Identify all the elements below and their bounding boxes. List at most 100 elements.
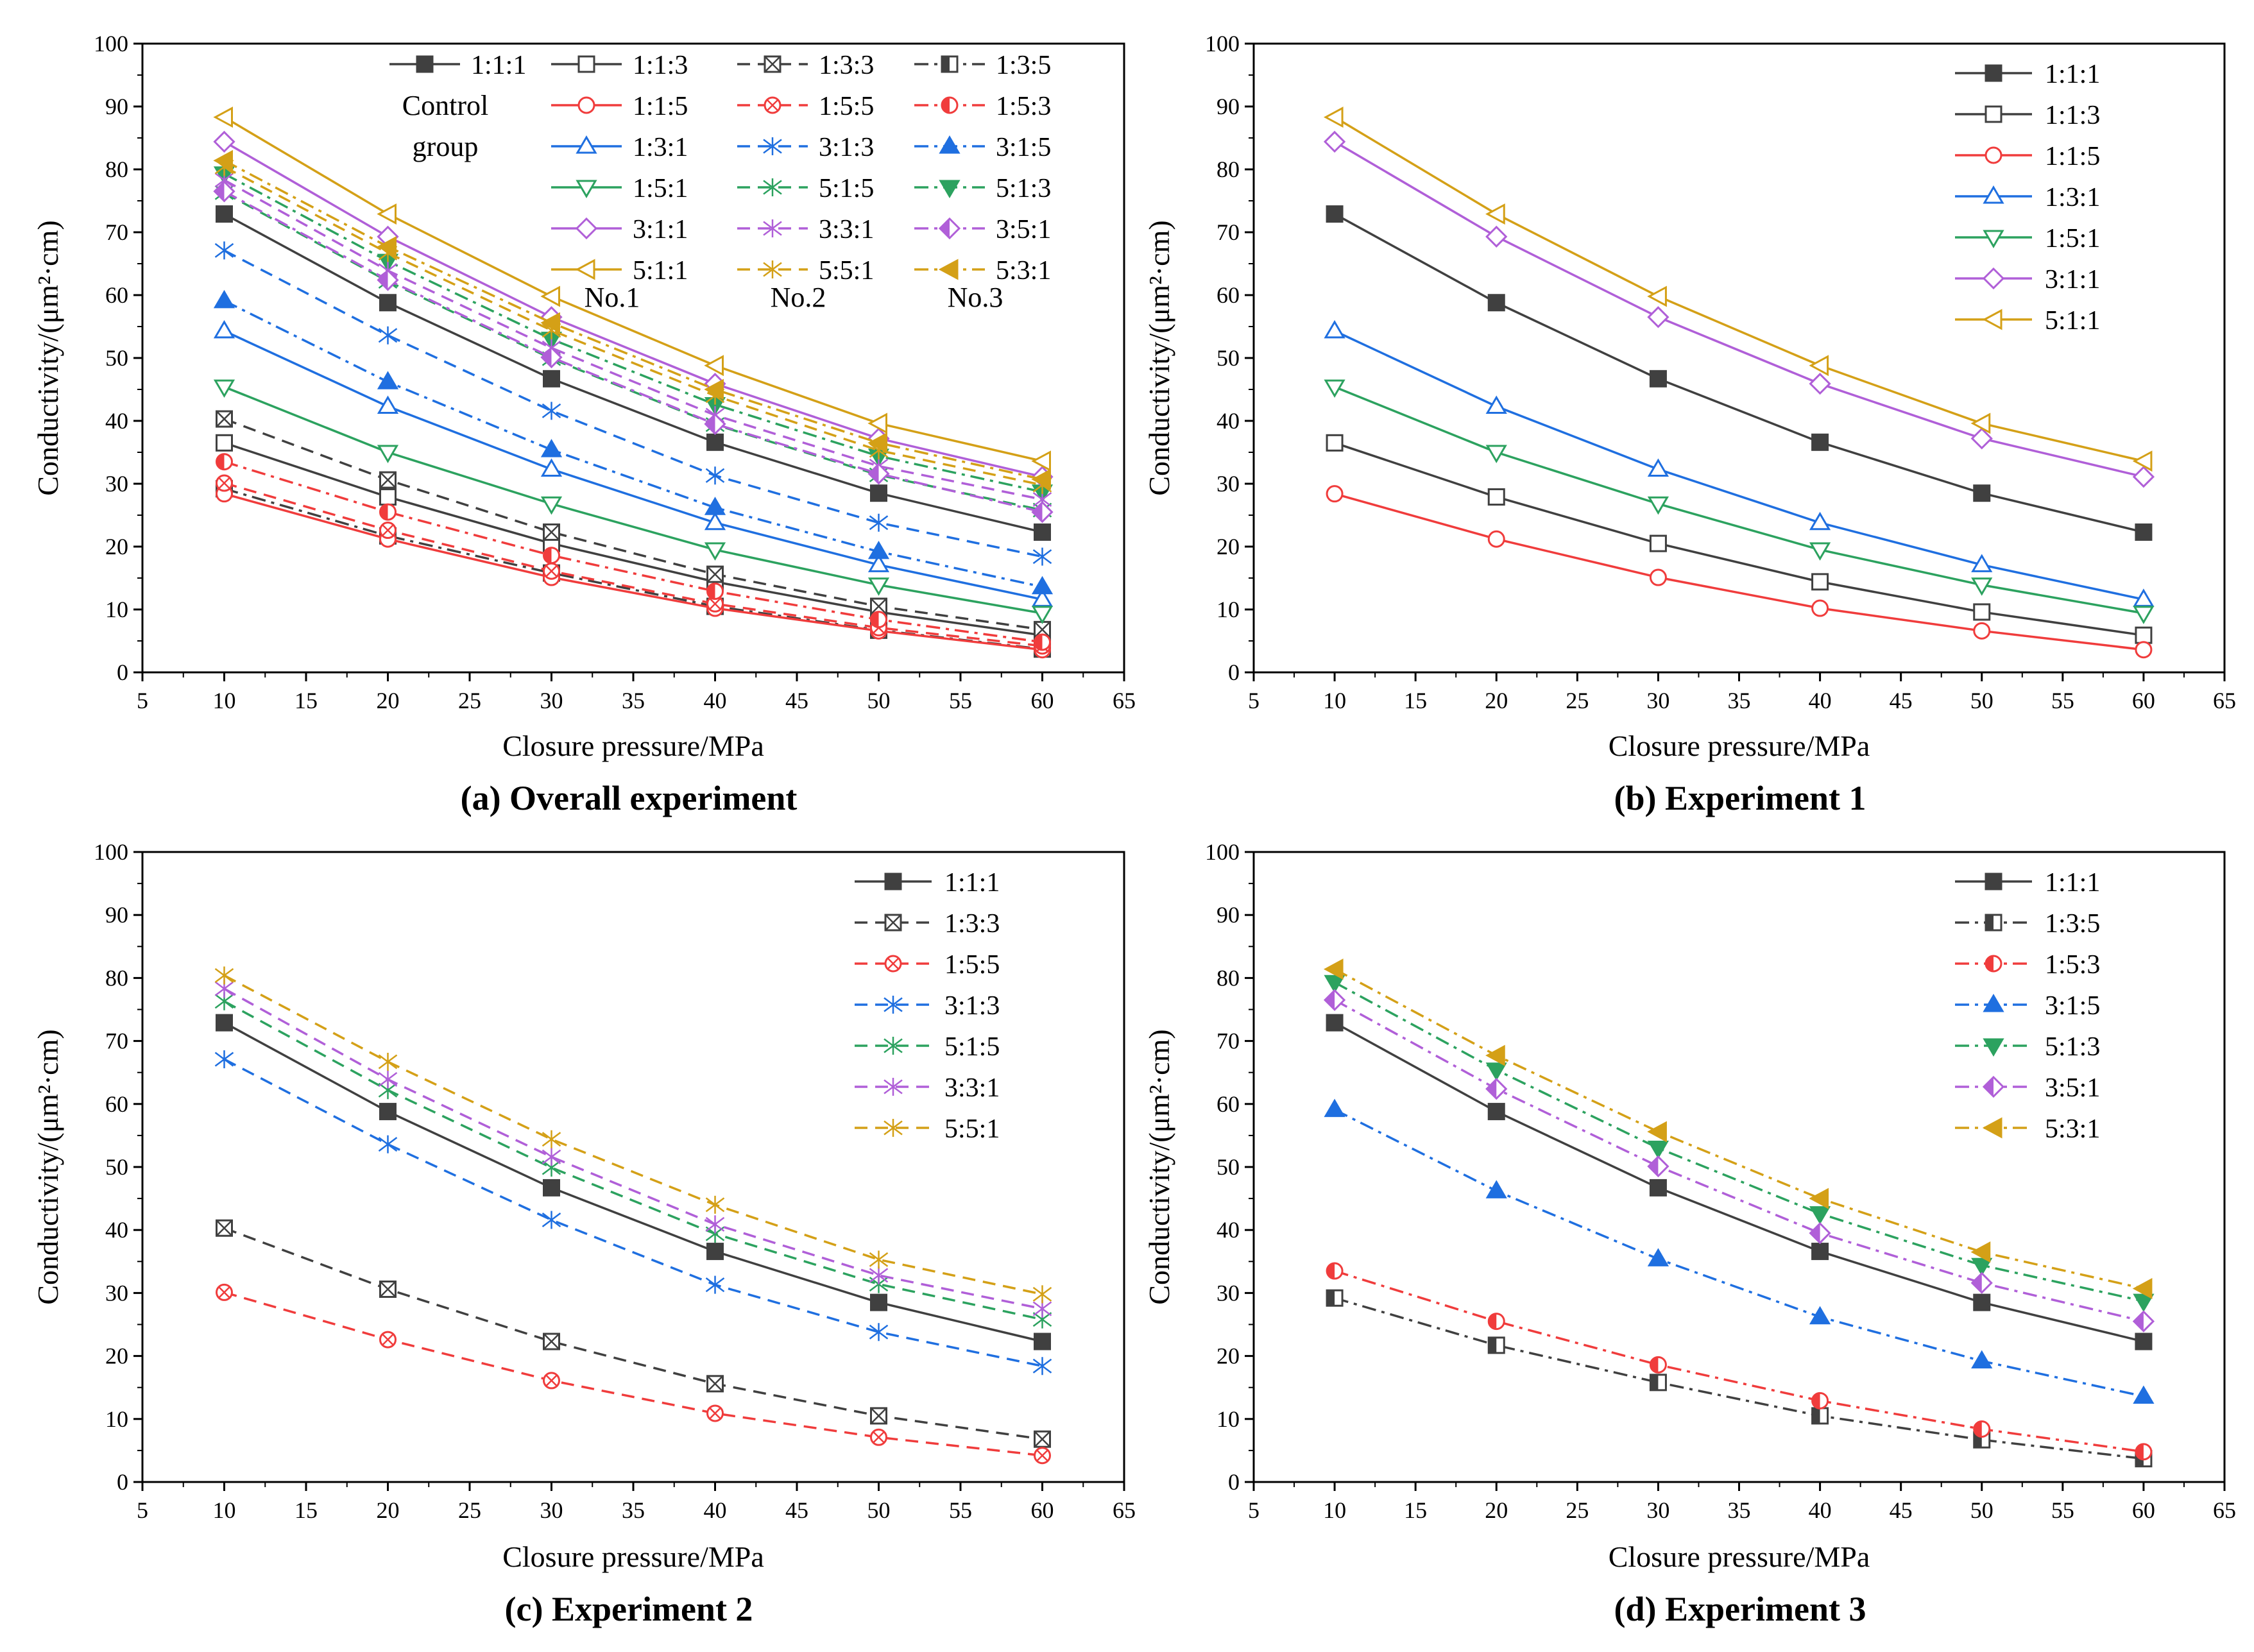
group-label-No-1: No.1	[585, 282, 640, 313]
data-point	[216, 1283, 233, 1301]
data-point	[706, 1243, 724, 1261]
y-tick-label: 10	[105, 597, 128, 622]
x-tick-label: 35	[1728, 688, 1751, 713]
data-point	[704, 542, 726, 561]
series-line	[1334, 1021, 2144, 1343]
series-line	[223, 1021, 1043, 1343]
series-1-3-5	[216, 480, 1051, 658]
data-point	[377, 203, 397, 225]
series-5-1-1	[1323, 106, 2153, 472]
y-tick-label: 80	[105, 965, 128, 991]
y-tick-label: 10	[1217, 1406, 1240, 1432]
series-line	[223, 300, 1043, 588]
data-point	[1034, 1447, 1051, 1465]
series-1-1-3	[1326, 434, 2153, 644]
legend: 1:1:1 1:1:3 1:3:3 1:3:5 1:1:5 1:5:5 1:5:3 1:3:1…	[389, 51, 1051, 313]
series-1-3-1	[213, 319, 1054, 607]
group-label-No-2: No.2	[771, 282, 826, 313]
series-1-1-1	[216, 1014, 1051, 1350]
chart-panel-4: 5 10 15 20 25 30 35 40 45 50 55 60 65 0 10 20 30 40 50 60 70…	[1143, 839, 2236, 1628]
legend-item-1-1-3: 1:1:3	[551, 51, 688, 80]
data-point	[1647, 1141, 1669, 1159]
series-1-5-5	[216, 474, 1051, 655]
series-1-5-3	[216, 453, 1051, 651]
legend-label: 5:3:1	[996, 256, 1051, 285]
x-tick-label: 25	[1566, 688, 1589, 713]
legend-marker	[884, 873, 902, 890]
series-1-1-1	[1326, 1014, 2153, 1350]
data-point	[1649, 1374, 1667, 1392]
x-tick-label: 35	[622, 688, 645, 713]
data-point	[1647, 496, 1669, 515]
data-point	[1811, 599, 1829, 617]
legend-label: 1:1:3	[2045, 101, 2100, 130]
data-point	[1809, 1188, 1829, 1209]
data-point	[2133, 588, 2155, 607]
data-point	[1032, 1357, 1052, 1375]
series-3-1-3	[214, 241, 1052, 566]
data-point	[1811, 1392, 1829, 1409]
series-line	[1334, 213, 2144, 534]
legend-label: 1:5:3	[2045, 950, 2100, 980]
x-tick-label: 65	[2213, 1497, 2236, 1523]
series-line	[223, 141, 1043, 478]
legend: 1:1:1 1:1:3 1:1:5 1:3:1 1:5:1 3:1:1 5:1:1	[1955, 60, 2100, 336]
series-1-1-5	[1326, 485, 2153, 659]
y-tick-label: 70	[105, 1028, 128, 1054]
legend-marker	[1985, 955, 2002, 973]
data-point	[1323, 106, 1344, 128]
data-point	[705, 1215, 725, 1234]
y-tick-label: 60	[105, 1091, 128, 1117]
x-tick-label: 45	[1890, 688, 1913, 713]
x-tick-label: 35	[1728, 1497, 1751, 1523]
data-point	[1647, 1248, 1669, 1266]
data-point	[2132, 450, 2153, 472]
data-point	[1809, 1306, 1831, 1325]
legend-item-1-3-5: 1:3:5	[914, 51, 1051, 80]
legend-marker	[1985, 146, 2002, 164]
legend-item-1-1-5: 1:1:5	[551, 92, 688, 121]
series-line	[224, 492, 1043, 651]
legend-label: 3:5:1	[2045, 1073, 2100, 1103]
x-tick-label: 10	[1323, 688, 1346, 713]
y-tick-label: 20	[1217, 534, 1240, 559]
panel-caption: (d) Experiment 3	[1614, 1590, 1866, 1628]
series-line	[223, 173, 1043, 493]
legend-item-3-1-3: 3:1:3	[855, 991, 1000, 1021]
data-point	[543, 523, 560, 541]
legend-item-1-5-5: 1:5:5	[737, 92, 874, 121]
legend-marker	[1982, 1117, 2002, 1139]
data-point	[543, 547, 560, 565]
data-point	[870, 1407, 887, 1425]
series-line	[223, 330, 1043, 601]
data-point	[1326, 1262, 1344, 1280]
data-point	[1326, 434, 1344, 452]
data-point	[1973, 622, 1991, 640]
legend-label: 1:3:1	[633, 133, 688, 162]
data-point	[1649, 370, 1667, 387]
series-5-1-1	[213, 106, 1051, 472]
series-line	[223, 1058, 1043, 1368]
data-point	[1970, 1272, 1993, 1294]
data-point	[1032, 1285, 1052, 1304]
y-tick-label: 30	[105, 1280, 128, 1306]
legend-item-5-5-1: 5:5:1	[737, 256, 874, 285]
legend-label: 1:1:1	[944, 868, 1000, 898]
y-tick-label: 80	[1217, 157, 1240, 182]
legend-item-1-3-1: 1:3:1	[1955, 183, 2100, 212]
plot-frame	[1252, 42, 2226, 674]
data-point	[1032, 547, 1052, 566]
x-tick-label: 50	[1970, 1497, 1994, 1523]
x-tick-label: 15	[295, 688, 318, 713]
y-tick-label: 30	[1217, 1280, 1240, 1306]
data-point	[1326, 1289, 1344, 1307]
series-line	[1334, 968, 2144, 1290]
series-line	[223, 441, 1043, 636]
data-point	[542, 1211, 561, 1229]
y-tick-label: 60	[1217, 1091, 1240, 1117]
legend-marker	[941, 55, 959, 73]
x-tick-label: 40	[704, 1497, 727, 1523]
control-group-label: group	[413, 131, 479, 162]
legend-item-1-3-5: 1:3:5	[1955, 909, 2100, 939]
series-line	[224, 1291, 1043, 1457]
